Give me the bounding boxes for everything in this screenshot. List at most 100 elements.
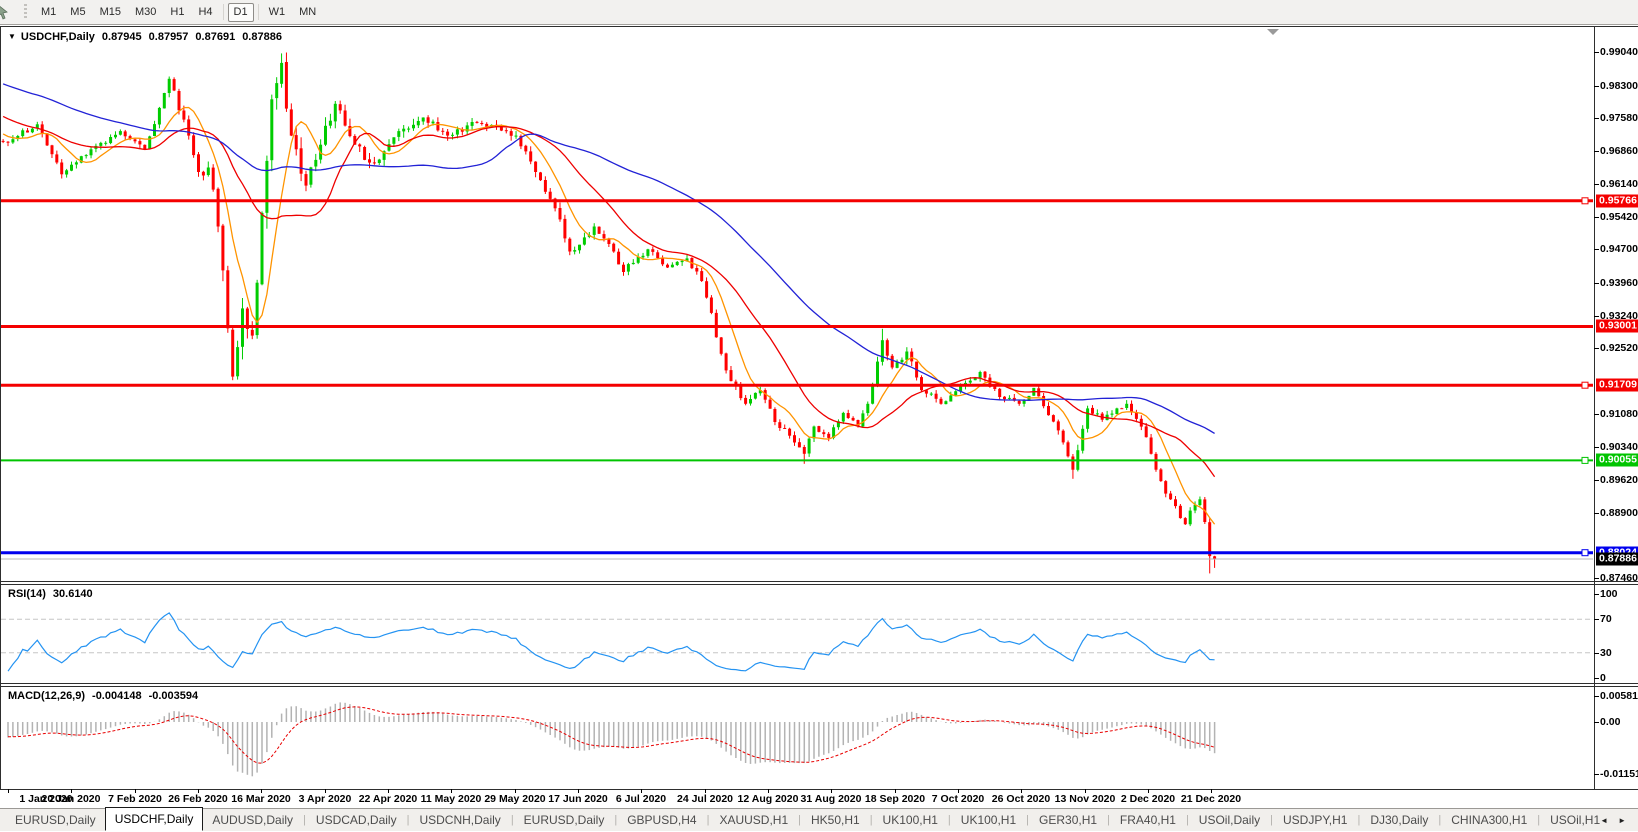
candle-body xyxy=(79,156,83,163)
candle-body xyxy=(739,385,743,399)
price-axis-label: 0.94700 xyxy=(1600,243,1638,255)
candle-body xyxy=(861,413,865,427)
candle-body xyxy=(221,225,225,271)
symbol-tabs: EURUSD,Daily USDCHF,Daily AUDUSD,Daily | USD… xyxy=(6,806,1609,831)
tab-dj30-daily-15[interactable]: DJ30,Daily xyxy=(1370,812,1429,827)
ohlc-low: 0.87691 xyxy=(195,31,236,43)
price-axis-tick xyxy=(1594,86,1599,87)
tab-hk50-h1-8[interactable]: HK50,H1 xyxy=(810,812,860,827)
timeframe-button-W1[interactable]: W1 xyxy=(268,6,286,18)
tab-eurusd-daily-5[interactable]: EURUSD,Daily xyxy=(523,812,605,827)
candle-body xyxy=(65,170,69,175)
timeframe-button-M15[interactable]: M15 xyxy=(99,6,121,18)
macd-histogram xyxy=(7,702,1216,777)
date-tick xyxy=(388,789,389,793)
tab-scroll-right-icon[interactable]: ► xyxy=(1618,816,1626,825)
tab-gbpusd-h4-6[interactable]: GBPUSD,H4 xyxy=(627,812,697,827)
candle-body xyxy=(143,144,147,150)
timeframe-button-M1[interactable]: M1 xyxy=(41,6,57,18)
line-handle[interactable] xyxy=(1581,197,1589,205)
candle-body xyxy=(568,238,572,252)
tab-xauusd-h1-7[interactable]: XAUUSD,H1 xyxy=(719,812,789,827)
rsi-label: RSI(14) 30.6140 xyxy=(8,588,93,600)
price-axis-tick xyxy=(1594,316,1599,317)
date-tick xyxy=(261,789,262,793)
candle-body xyxy=(509,131,513,136)
tab-usoil-h1-17[interactable]: USOil,H1 xyxy=(1550,812,1601,827)
tab-china300-h1-16[interactable]: CHINA300,H1 xyxy=(1451,812,1528,827)
price-axis-tick xyxy=(1594,52,1599,53)
pane-separator[interactable] xyxy=(0,581,1638,582)
candle-body xyxy=(294,135,298,150)
timeframe-button-H1[interactable]: H1 xyxy=(170,6,185,18)
candle-body xyxy=(973,377,977,381)
tab-usdjpy-h1-14[interactable]: USDJPY,H1 xyxy=(1283,812,1348,827)
candle-body xyxy=(480,123,484,124)
candle-body xyxy=(524,145,528,152)
timeframe-button-M5[interactable]: M5 xyxy=(70,6,86,18)
price-axis-tick xyxy=(1594,249,1599,250)
line-handle[interactable] xyxy=(1581,381,1589,389)
candle-body xyxy=(377,159,381,163)
timeframe-button-M30[interactable]: M30 xyxy=(134,6,157,18)
candle-body xyxy=(783,428,787,429)
pane-separator[interactable] xyxy=(0,686,1638,687)
price-level-label-0.91709: 0.91709 xyxy=(1596,378,1638,392)
tab-audusd-daily-2[interactable]: AUDUSD,Daily xyxy=(212,812,294,827)
candle-body xyxy=(426,117,430,123)
line-handle[interactable] xyxy=(1581,456,1589,464)
tab-usoil-daily-13[interactable]: USOil,Daily xyxy=(1198,812,1261,827)
timeframe-button-D1[interactable]: D1 xyxy=(227,2,254,22)
candle-body xyxy=(245,308,249,329)
chart-tool-button[interactable] xyxy=(0,0,20,24)
rsi-axis-label: 0 xyxy=(1600,672,1606,684)
candle-body xyxy=(1120,408,1124,410)
candle-body xyxy=(924,390,928,394)
tab-usdcnh-daily-4[interactable]: USDCNH,Daily xyxy=(419,812,501,827)
tab-usdcad-daily-3[interactable]: USDCAD,Daily xyxy=(315,812,397,827)
tab-uk100-h1-9[interactable]: UK100,H1 xyxy=(882,812,938,827)
toolbar-grip[interactable] xyxy=(24,4,27,20)
pane-separator[interactable] xyxy=(0,683,1638,684)
candle-body xyxy=(558,208,562,220)
tab-eurusd-daily-0[interactable]: EURUSD,Daily xyxy=(15,812,96,827)
main-chart-pane[interactable] xyxy=(0,27,1638,581)
candle-body xyxy=(1042,396,1046,407)
tab-usdchf-daily-1[interactable]: USDCHF,Daily xyxy=(104,806,204,831)
chart-shift-marker-icon[interactable] xyxy=(1267,29,1279,35)
pane-separator[interactable] xyxy=(0,584,1638,585)
tab-fra40-h1-12[interactable]: FRA40,H1 xyxy=(1119,812,1176,827)
tab-separator: | xyxy=(303,814,306,826)
macd-pane[interactable] xyxy=(0,687,1638,788)
rsi-pane[interactable] xyxy=(0,585,1638,682)
date-label: 24 Jul 2020 xyxy=(676,793,734,805)
current-price-label: 0.87886 xyxy=(1596,552,1638,566)
line-handle[interactable] xyxy=(1581,549,1589,557)
macd-signal-line xyxy=(7,706,1215,764)
candle-body xyxy=(55,154,59,163)
date-label: 3 Apr 2020 xyxy=(298,793,352,805)
rsi-value: 30.6140 xyxy=(52,588,93,600)
candle-body xyxy=(626,264,630,272)
timeframe-button-H4[interactable]: H4 xyxy=(198,6,213,18)
price-level-label-0.95766: 0.95766 xyxy=(1596,194,1638,208)
candle-body xyxy=(553,198,557,209)
tab-separator: | xyxy=(706,814,710,826)
resistance-line-0.95766[interactable] xyxy=(1,197,1593,205)
tab-scroll-left-icon[interactable]: ◄ xyxy=(1600,816,1609,825)
tab-uk100-h1-10[interactable]: UK100,H1 xyxy=(960,812,1017,827)
candle-body xyxy=(314,159,318,167)
symbol-dropdown-icon[interactable]: ▼ xyxy=(8,32,16,41)
candle-body xyxy=(1095,413,1099,415)
toolbar-separator xyxy=(222,4,224,20)
tab-ger30-h1-11[interactable]: GER30,H1 xyxy=(1039,812,1098,827)
tab-separator: | xyxy=(614,814,618,826)
candle-body xyxy=(128,136,132,139)
candle-body xyxy=(270,99,274,161)
support-line-0.88024[interactable] xyxy=(1,549,1593,557)
timeframe-button-MN[interactable]: MN xyxy=(299,6,317,18)
candle-body xyxy=(1037,388,1041,397)
resistance-line-0.91709[interactable] xyxy=(1,381,1593,389)
rsi-axis-tick xyxy=(1594,653,1599,654)
support-line-0.90055[interactable] xyxy=(1,456,1593,464)
